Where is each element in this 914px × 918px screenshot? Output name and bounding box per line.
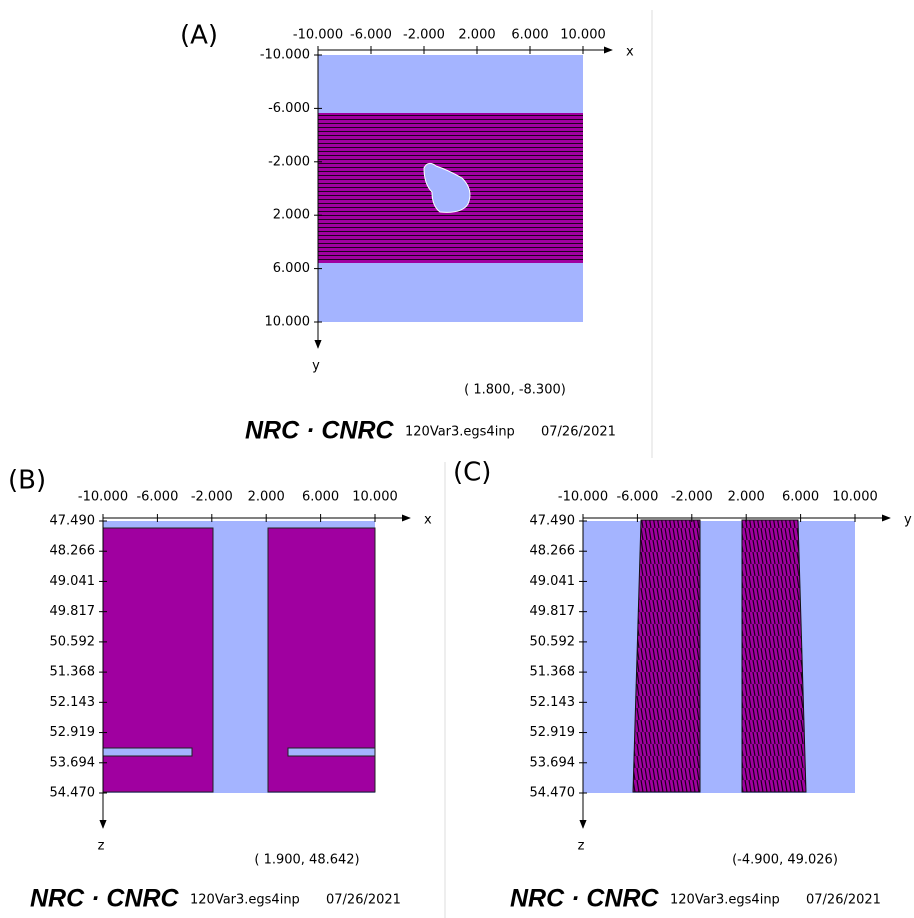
x-tick-label: -10.000 [558, 490, 608, 505]
logo: NRC · CNRC [30, 885, 180, 913]
panel: x y (A) -10.000 -6.000 -2.000 2.000 6.000 10.000… [180, 21, 634, 445]
y-tick-label: -2.000 [268, 154, 310, 169]
page: x y (A) -10.000 -6.000 -2.000 2.000 6.000 10.000… [0, 0, 914, 918]
y-tick-label: -10.000 [260, 48, 310, 63]
y-tick-label: 2.000 [273, 208, 310, 223]
slat [103, 748, 192, 756]
coordinates: ( 1.800, -8.300) [464, 383, 566, 398]
panel-label: (B) [8, 466, 46, 496]
x-tick-label: -6.000 [136, 490, 178, 505]
panel-label: (C) [453, 458, 491, 488]
y-tick-label: 52.143 [530, 695, 576, 710]
y-tick-label: 49.817 [530, 604, 576, 619]
x-axis-name: y [904, 513, 912, 528]
y-axis-name: y [312, 359, 320, 374]
y-tick-label: 49.817 [50, 604, 96, 619]
y-tick-label: 47.490 [50, 514, 96, 529]
y-tick-label: 10.000 [265, 315, 311, 330]
y-tick-label: 51.368 [530, 665, 576, 680]
file-name: 120Var3.egs4inp [670, 893, 780, 908]
panel: y z (C) -10.000 -6.000 -2.000 2.000 6.000 10.000… [453, 458, 912, 913]
y-tick-label: 53.694 [50, 755, 96, 770]
date: 07/26/2021 [541, 425, 616, 440]
y-tick-label: 52.919 [50, 725, 96, 740]
x-tick-label: -2.000 [191, 490, 233, 505]
x-tick-label: 6.000 [782, 490, 819, 505]
x-tick-label: 6.000 [511, 28, 548, 43]
slat [288, 748, 375, 756]
coordinates: ( 1.900, 48.642) [254, 853, 359, 868]
leaf-column [633, 520, 700, 792]
x-tick-label: 10.000 [832, 490, 878, 505]
y-tick-label: 53.694 [530, 755, 576, 770]
x-tick-label: 10.000 [560, 28, 606, 43]
x-axis-name: x [626, 45, 634, 60]
y-tick-label: 52.919 [530, 725, 576, 740]
date: 07/26/2021 [806, 893, 881, 908]
x-tick-label: -10.000 [78, 490, 128, 505]
y-tick-label: 47.490 [530, 514, 576, 529]
y-tick-label: 54.470 [50, 786, 96, 801]
y-tick-label: 48.266 [50, 544, 96, 559]
panel-label: (A) [180, 21, 218, 51]
y-tick-label: 52.143 [50, 695, 96, 710]
plot-area [583, 521, 855, 793]
x-axis-name: x [424, 513, 432, 528]
x-tick-label: 2.000 [728, 490, 765, 505]
y-axis-name: z [578, 839, 585, 854]
y-tick-label: 49.041 [50, 574, 96, 589]
y-tick-label: 48.266 [530, 544, 576, 559]
y-tick-label: 51.368 [50, 665, 96, 680]
file-name: 120Var3.egs4inp [190, 893, 300, 908]
leaf-column [742, 520, 806, 792]
logo: NRC · CNRC [510, 885, 660, 913]
x-tick-label: 6.000 [302, 490, 339, 505]
y-tick-label: -6.000 [268, 101, 310, 116]
coordinates: (-4.900, 49.026) [732, 853, 838, 868]
file-name: 120Var3.egs4inp [405, 425, 515, 440]
y-tick-label: 50.592 [50, 634, 96, 649]
y-axis-name: z [98, 839, 105, 854]
y-tick-label: 50.592 [530, 634, 576, 649]
figure: x y (A) -10.000 -6.000 -2.000 2.000 6.000 10.000… [0, 0, 914, 918]
x-tick-label: 2.000 [458, 28, 495, 43]
x-tick-label: 10.000 [352, 490, 398, 505]
x-tick-label: -6.000 [350, 28, 392, 43]
x-tick-label: -10.000 [293, 28, 343, 43]
x-tick-label: -2.000 [403, 28, 445, 43]
y-tick-label: 54.470 [530, 786, 576, 801]
y-tick-label: 49.041 [530, 574, 576, 589]
x-tick-label: -6.000 [616, 490, 658, 505]
x-tick-label: 2.000 [248, 490, 285, 505]
logo: NRC · CNRC [245, 417, 395, 445]
y-tick-label: 6.000 [273, 261, 310, 276]
panel: x z (B) -10.000 -6.000 -2.000 2.000 6.000 10.000… [8, 466, 432, 913]
date: 07/26/2021 [326, 893, 401, 908]
x-tick-label: -2.000 [671, 490, 713, 505]
